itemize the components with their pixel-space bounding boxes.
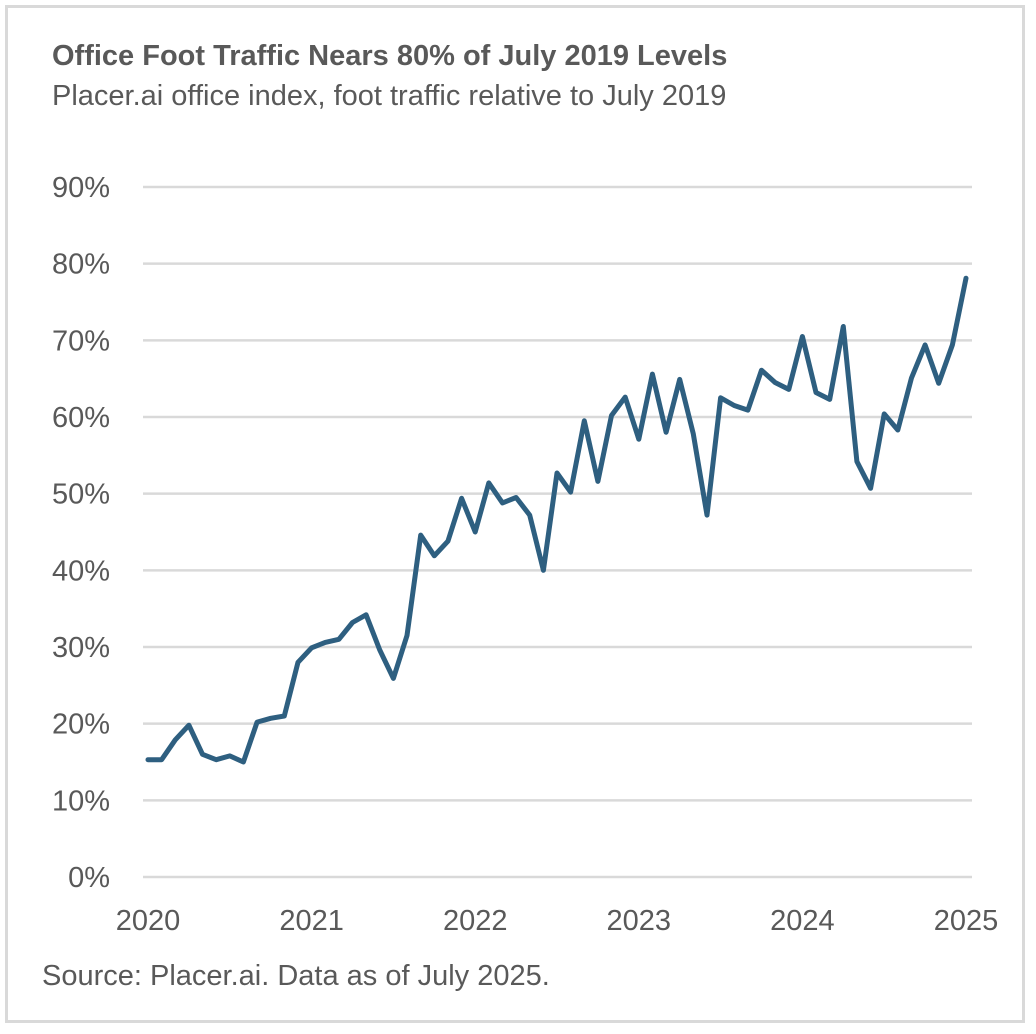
chart-subtitle: Placer.ai office index, foot traffic rel…	[52, 80, 727, 112]
x-axis-tick-labels: 2020 2021 2022 2023 2024 2025	[116, 905, 999, 937]
y-tick-label: 0%	[68, 862, 110, 894]
x-tick-label: 2022	[443, 905, 508, 937]
y-tick-label: 60%	[52, 402, 110, 434]
x-tick-label: 2025	[934, 905, 999, 937]
y-tick-label: 10%	[52, 785, 110, 817]
y-tick-label: 30%	[52, 632, 110, 664]
chart-title: Office Foot Traffic Nears 80% of July 20…	[52, 40, 728, 72]
y-tick-label: 80%	[52, 249, 110, 281]
y-tick-label: 90%	[52, 172, 110, 204]
x-tick-label: 2020	[116, 905, 181, 937]
x-tick-label: 2024	[770, 905, 835, 937]
y-tick-label: 50%	[52, 479, 110, 511]
y-tick-label: 20%	[52, 709, 110, 741]
chart-frame	[5, 5, 1025, 1023]
x-tick-label: 2023	[607, 905, 672, 937]
y-tick-label: 70%	[52, 325, 110, 357]
y-tick-label: 40%	[52, 555, 110, 587]
series-group	[145, 275, 969, 765]
y-axis-tick-labels: 0% 10% 20% 30% 40% 50% 60% 70% 80% 90%	[52, 172, 110, 894]
series-line	[145, 275, 969, 765]
source-note: Source: Placer.ai. Data as of July 2025.	[42, 960, 550, 992]
gridlines	[143, 185, 972, 879]
x-tick-label: 2021	[279, 905, 344, 937]
